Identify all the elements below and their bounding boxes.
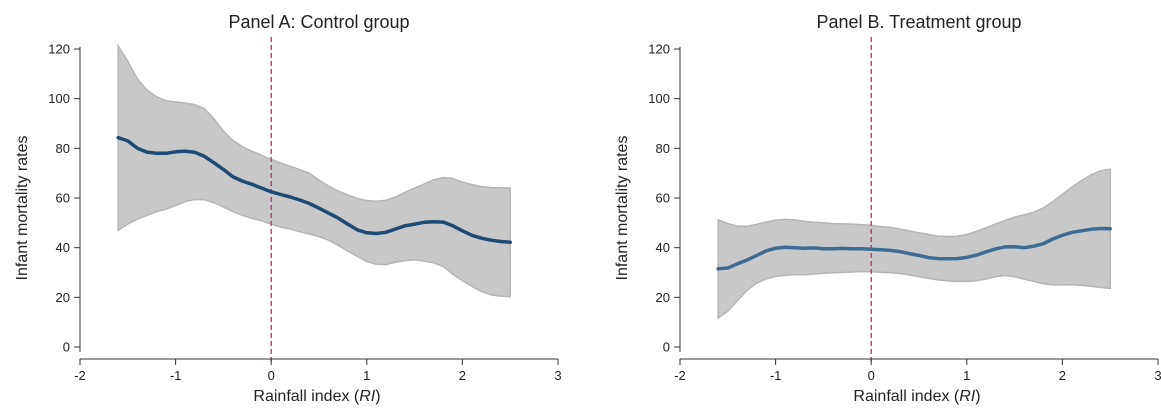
- panel-a-x-tick-label: 0: [268, 368, 275, 383]
- panel-a: Panel A: Control group020406080100120-2-…: [14, 12, 562, 405]
- panel-b-title: Panel B. Treatment group: [816, 12, 1021, 32]
- panel-a-y-tick-label: 40: [56, 240, 70, 255]
- panel-a-title: Panel A: Control group: [228, 12, 409, 32]
- panel-a-y-tick-label: 60: [56, 191, 70, 206]
- panel-a-y-tick-label: 100: [48, 91, 70, 106]
- panel-b-x-tick-label: 3: [1154, 368, 1161, 383]
- panel-b-y-tick-label: 20: [656, 290, 670, 305]
- panel-b-y-tick-label: 120: [648, 42, 670, 57]
- panel-a-x-tick-label: 3: [554, 368, 561, 383]
- panel-a-fitted-line: [116, 135, 512, 244]
- panel-b-x-tick-label: 2: [1059, 368, 1066, 383]
- panel-a-confidence-band: [117, 43, 511, 298]
- panel-b-x-tick-label: -2: [674, 368, 686, 383]
- panel-b-fitted-line: [716, 226, 1112, 271]
- panel-a-x-tick-label: 1: [363, 368, 370, 383]
- panel-b-x-tick-label: -1: [770, 368, 782, 383]
- panel-a-y-tick-label: 120: [48, 42, 70, 57]
- panel-a-y-tick-label: 20: [56, 290, 70, 305]
- panel-a-x-tick-label: -2: [74, 368, 86, 383]
- panel-b-x-tick-label: 0: [868, 368, 875, 383]
- panel-b-y-tick-label: 80: [656, 141, 670, 156]
- panel-b-y-tick-label: 40: [656, 240, 670, 255]
- panel-a-x-tick-label: 2: [459, 368, 466, 383]
- panel-a-y-tick-label: 80: [56, 141, 70, 156]
- panel-b-confidence-band: [717, 168, 1111, 320]
- panel-b-y-tick-label: 0: [663, 340, 670, 355]
- panel-b-y-axis-label: Infant mortality rates: [614, 136, 631, 281]
- panel-b-y-tick-label: 100: [648, 91, 670, 106]
- panel-a-x-axis-label: Rainfall index (RI): [253, 388, 380, 405]
- panel-b-x-axis-label: Rainfall index (RI): [853, 388, 980, 405]
- panel-b: Panel B. Treatment group020406080100120-…: [614, 12, 1161, 405]
- panel-a-y-axis-label: Infant mortality rates: [14, 136, 31, 281]
- panel-a-x-tick-label: -1: [170, 368, 182, 383]
- panel-a-y-tick-label: 0: [63, 340, 70, 355]
- panel-b-x-tick-label: 1: [963, 368, 970, 383]
- panel-b-y-tick-label: 60: [656, 191, 670, 206]
